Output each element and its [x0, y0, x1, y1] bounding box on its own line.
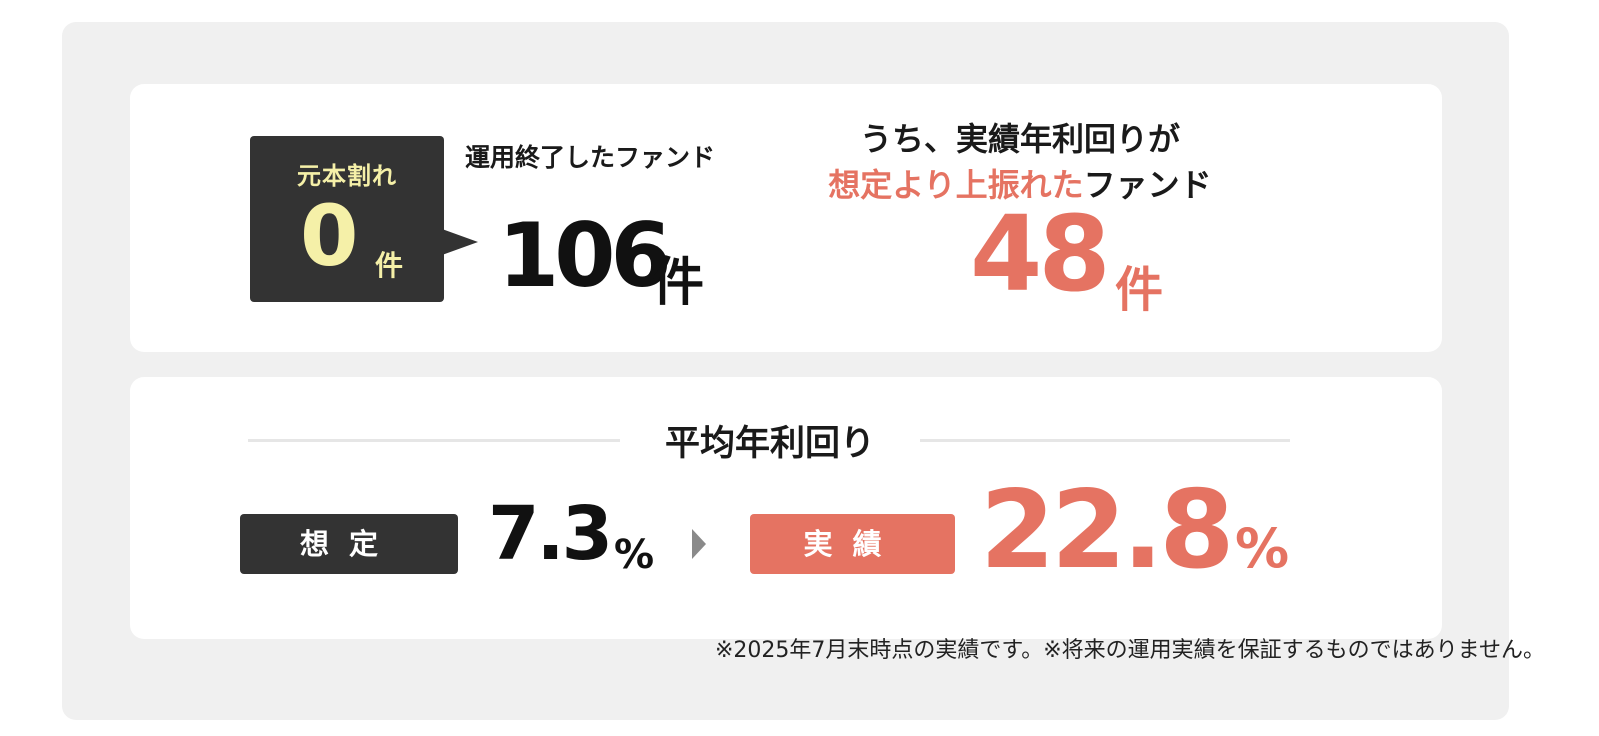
- no-loss-unit: 件: [375, 249, 404, 282]
- exceeded-rest: ファンド: [1083, 166, 1212, 204]
- ended-funds-count: 106: [498, 204, 672, 307]
- fund-results-card: 元本割れ 0 件 運用終了したファンド 106 件 うち、実績年利回りが 想定よ…: [130, 84, 1442, 352]
- planned-yield-value: 7.3: [488, 491, 613, 577]
- actual-yield-value: 22.8: [980, 468, 1234, 593]
- speech-bubble-tail: [442, 229, 478, 255]
- divider-right: [920, 439, 1290, 442]
- average-yield-card: 平均年利回り 想定 7.3 % 実績 22.8 %: [130, 377, 1442, 639]
- disclaimer-footnote: ※2025年7月末時点の実績です。※将来の運用実績を保証するものではありません。: [715, 638, 1545, 663]
- exceeded-funds-unit: 件: [1115, 262, 1164, 318]
- ended-funds-unit: 件: [652, 253, 705, 313]
- divider-left: [248, 439, 620, 442]
- exceeded-funds-heading-line2: 想定より上振れたファンド: [770, 160, 1270, 206]
- results-panel: 元本割れ 0 件 運用終了したファンド 106 件 うち、実績年利回りが 想定よ…: [62, 22, 1509, 720]
- actual-yield-unit: %: [1235, 517, 1290, 580]
- arrow-right-icon: [692, 529, 706, 559]
- planned-tag: 想定: [240, 514, 458, 574]
- average-yield-title: 平均年利回り: [664, 424, 875, 464]
- exceeded-highlight: 想定より上振れた: [828, 166, 1084, 204]
- exceeded-funds-count: 48: [970, 193, 1111, 315]
- no-loss-badge: 元本割れ 0 件: [250, 136, 444, 302]
- no-loss-label: 元本割れ: [297, 162, 397, 190]
- no-loss-count: 0: [300, 187, 359, 285]
- exceeded-funds-heading-line1: うち、実績年利回りが: [859, 120, 1180, 158]
- planned-yield-unit: %: [614, 532, 655, 578]
- ended-funds-label: 運用終了したファンド: [465, 143, 716, 172]
- actual-tag: 実績: [750, 514, 955, 574]
